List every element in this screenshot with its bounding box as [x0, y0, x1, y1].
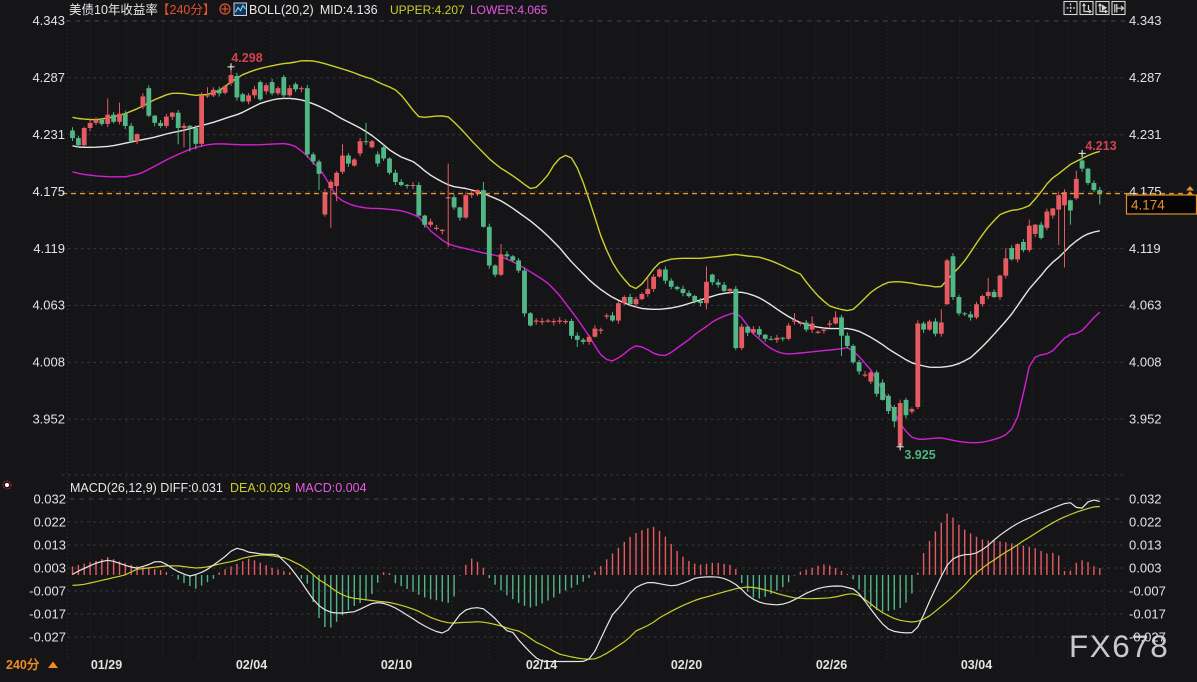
svg-text:03/04: 03/04: [961, 658, 992, 672]
svg-text:0.022: 0.022: [33, 515, 66, 530]
svg-text:-0.027: -0.027: [29, 630, 66, 645]
svg-text:UPPER:4.207: UPPER:4.207: [390, 3, 465, 17]
svg-text:4.213: 4.213: [1085, 139, 1116, 153]
svg-text:4.231: 4.231: [32, 127, 65, 142]
svg-text:02/10: 02/10: [381, 658, 412, 672]
svg-text:LOWER:4.065: LOWER:4.065: [470, 3, 548, 17]
svg-text:3.952: 3.952: [1129, 412, 1162, 427]
svg-text:-0.007: -0.007: [29, 584, 66, 599]
svg-text:4.174: 4.174: [1131, 198, 1165, 213]
svg-text:4.063: 4.063: [1129, 298, 1162, 313]
svg-text:FX678: FX678: [1069, 628, 1169, 664]
svg-text:0.003: 0.003: [1129, 561, 1162, 576]
svg-text:-0.007: -0.007: [1129, 584, 1166, 599]
svg-text:0.013: 0.013: [33, 538, 66, 553]
svg-text:【240分】: 【240分】: [157, 3, 215, 17]
svg-text:美债10年收益率: 美债10年收益率: [69, 2, 158, 17]
svg-text:02/14: 02/14: [526, 658, 557, 672]
svg-text:MACD(26,12,9) DIFF:0.031: MACD(26,12,9) DIFF:0.031: [70, 481, 223, 495]
svg-text:4.175: 4.175: [32, 184, 65, 199]
svg-text:DEA:0.029: DEA:0.029: [230, 481, 291, 495]
svg-text:0.032: 0.032: [1129, 492, 1162, 507]
svg-text:4.119: 4.119: [33, 241, 65, 256]
svg-text:MACD:0.004: MACD:0.004: [295, 481, 367, 495]
svg-text:3.952: 3.952: [32, 412, 65, 427]
svg-text:4.298: 4.298: [231, 51, 262, 65]
svg-text:0.013: 0.013: [1129, 538, 1162, 553]
svg-text:3.925: 3.925: [904, 448, 935, 462]
svg-text:-0.017: -0.017: [29, 607, 66, 622]
svg-text:4.343: 4.343: [1129, 13, 1162, 28]
svg-text:4.063: 4.063: [32, 298, 65, 313]
svg-text:02/04: 02/04: [236, 658, 267, 672]
svg-text:BOLL(20,2) MID:4.136: BOLL(20,2) MID:4.136: [249, 3, 378, 17]
svg-text:4.231: 4.231: [1129, 127, 1162, 142]
svg-text:4.008: 4.008: [32, 355, 65, 370]
svg-text:02/26: 02/26: [816, 658, 847, 672]
svg-text:01/29: 01/29: [91, 658, 122, 672]
svg-text:4.119: 4.119: [1129, 241, 1161, 256]
svg-text:0.003: 0.003: [33, 561, 66, 576]
svg-text:02/20: 02/20: [671, 658, 702, 672]
svg-text:0.022: 0.022: [1129, 515, 1162, 530]
svg-text:4.008: 4.008: [1129, 355, 1162, 370]
svg-text:4.343: 4.343: [32, 13, 65, 28]
svg-text:240分: 240分: [6, 657, 40, 672]
svg-text:0.032: 0.032: [33, 492, 66, 507]
svg-text:4.287: 4.287: [32, 70, 65, 85]
svg-text:-0.027: -0.027: [1129, 630, 1166, 645]
svg-text:4.287: 4.287: [1129, 70, 1162, 85]
svg-text:-0.017: -0.017: [1129, 607, 1166, 622]
